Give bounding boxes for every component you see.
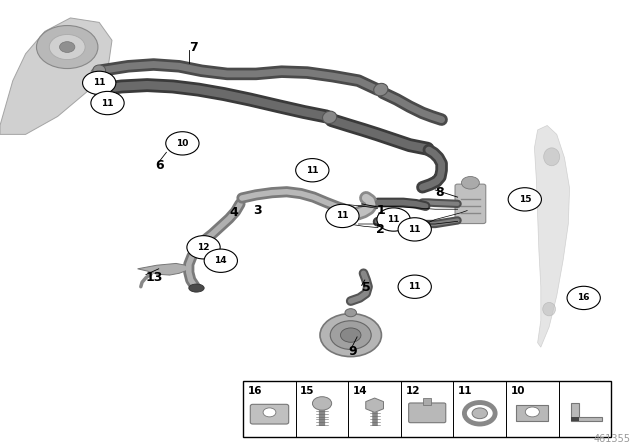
- Polygon shape: [366, 398, 383, 412]
- FancyBboxPatch shape: [455, 184, 486, 224]
- Polygon shape: [138, 263, 189, 275]
- Circle shape: [49, 34, 85, 60]
- Text: 11: 11: [458, 386, 472, 396]
- Circle shape: [377, 208, 410, 231]
- Text: 5: 5: [362, 281, 371, 294]
- Text: 10: 10: [176, 139, 189, 148]
- Circle shape: [166, 132, 199, 155]
- Text: 11: 11: [408, 282, 421, 291]
- Text: 11: 11: [408, 225, 421, 234]
- Circle shape: [312, 397, 332, 410]
- Circle shape: [461, 177, 479, 189]
- Text: 10: 10: [511, 386, 525, 396]
- Ellipse shape: [306, 164, 319, 174]
- Circle shape: [508, 188, 541, 211]
- Text: 11: 11: [101, 99, 114, 108]
- Text: 461355: 461355: [593, 434, 630, 444]
- Circle shape: [472, 408, 488, 418]
- Text: 13: 13: [146, 271, 163, 284]
- Ellipse shape: [408, 223, 421, 234]
- Ellipse shape: [323, 111, 337, 124]
- Text: 2: 2: [376, 223, 385, 236]
- Ellipse shape: [543, 302, 556, 316]
- Circle shape: [91, 91, 124, 115]
- Circle shape: [525, 407, 540, 417]
- Text: 14: 14: [214, 256, 227, 265]
- Text: 15: 15: [518, 195, 531, 204]
- Ellipse shape: [93, 84, 106, 95]
- Text: 1: 1: [376, 204, 385, 217]
- Ellipse shape: [189, 284, 204, 292]
- Bar: [243, 381, 611, 437]
- Text: 15: 15: [300, 386, 315, 396]
- Text: 11: 11: [387, 215, 400, 224]
- Circle shape: [263, 408, 276, 417]
- Circle shape: [398, 218, 431, 241]
- Ellipse shape: [408, 280, 421, 291]
- Circle shape: [36, 26, 98, 69]
- Text: 12: 12: [197, 243, 210, 252]
- FancyBboxPatch shape: [409, 403, 445, 423]
- Circle shape: [320, 314, 381, 357]
- Polygon shape: [534, 125, 570, 347]
- Ellipse shape: [336, 210, 349, 220]
- Ellipse shape: [92, 68, 108, 76]
- Circle shape: [330, 321, 371, 349]
- Text: 14: 14: [353, 386, 367, 396]
- Ellipse shape: [543, 148, 559, 166]
- Polygon shape: [571, 403, 602, 421]
- Polygon shape: [0, 18, 112, 134]
- Text: 9: 9: [349, 345, 357, 358]
- Ellipse shape: [93, 65, 106, 76]
- Text: 11: 11: [336, 211, 349, 220]
- Text: 11: 11: [93, 78, 106, 87]
- Circle shape: [187, 236, 220, 259]
- Text: 16: 16: [577, 293, 590, 302]
- Text: 16: 16: [248, 386, 262, 396]
- Bar: [424, 398, 431, 405]
- Text: 3: 3: [253, 204, 261, 217]
- Text: 8: 8: [435, 186, 444, 199]
- FancyBboxPatch shape: [250, 404, 289, 424]
- Circle shape: [567, 286, 600, 310]
- Text: 11: 11: [306, 166, 319, 175]
- Circle shape: [296, 159, 329, 182]
- Bar: [516, 405, 548, 421]
- Circle shape: [326, 204, 359, 228]
- Text: 4: 4: [229, 206, 238, 220]
- Text: 12: 12: [405, 386, 420, 396]
- Ellipse shape: [374, 83, 388, 96]
- Circle shape: [83, 71, 116, 95]
- Ellipse shape: [345, 309, 356, 317]
- Circle shape: [204, 249, 237, 272]
- Ellipse shape: [92, 86, 108, 94]
- Text: 6: 6: [155, 159, 163, 172]
- Text: 7: 7: [189, 40, 198, 54]
- Bar: [571, 417, 579, 421]
- Ellipse shape: [387, 213, 400, 224]
- Circle shape: [340, 328, 361, 342]
- Circle shape: [60, 42, 75, 52]
- Circle shape: [398, 275, 431, 298]
